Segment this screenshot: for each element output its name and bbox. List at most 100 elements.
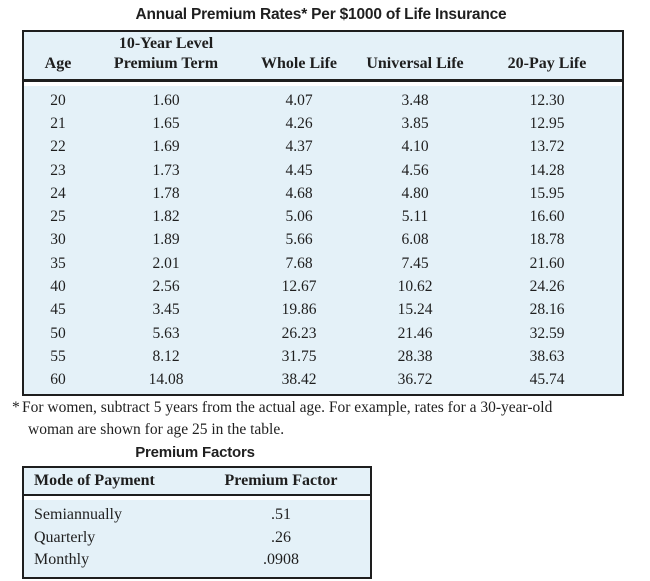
footnote-marker: * xyxy=(12,399,20,416)
footnote-line2: woman are shown for age 25 in the table. xyxy=(28,421,285,438)
table-cell: 55 xyxy=(50,347,66,365)
table-row: 55 8.12 31.75 28.38 38.63 xyxy=(24,345,622,368)
table-cell: 24.26 xyxy=(529,278,565,296)
table-cell: 15.95 xyxy=(529,184,565,202)
factors-table-body: Semiannually .51 Quarterly .26 Monthly .0908 xyxy=(24,500,370,577)
table-cell: 4.07 xyxy=(285,91,313,109)
column-header-premium-term-line1: 10-Year Level xyxy=(118,35,214,52)
table-cell: 2.56 xyxy=(152,278,180,296)
rates-table-title: Annual Premium Rates* Per $1000 of Life … xyxy=(135,6,507,23)
table-cell: 1.78 xyxy=(152,184,180,202)
table-row: 22 1.69 4.37 4.10 13.72 xyxy=(24,136,622,159)
column-header-20-pay-life: 20-Pay Life xyxy=(507,55,587,72)
table-cell: 4.37 xyxy=(285,138,313,156)
table-cell: 13.72 xyxy=(529,138,565,156)
column-header-premium-term: 10-Year Level Premium Term xyxy=(92,34,240,79)
table-cell: 22 xyxy=(50,138,66,156)
table-row: 40 2.56 12.67 10.62 24.26 xyxy=(24,275,622,298)
table-cell: 6.08 xyxy=(401,231,429,249)
table-cell: 26.23 xyxy=(281,324,317,342)
table-row: Semiannually .51 xyxy=(24,504,370,527)
table-cell: 60 xyxy=(50,371,66,389)
table-cell: .26 xyxy=(271,528,291,546)
table-cell: 5.06 xyxy=(285,208,313,226)
table-cell: Semiannually xyxy=(34,506,122,524)
table-cell: 3.85 xyxy=(401,114,429,132)
table-row: 50 5.63 26.23 21.46 32.59 xyxy=(24,322,622,345)
table-cell: 15.24 xyxy=(397,301,433,319)
table-cell: 4.68 xyxy=(285,184,313,202)
table-cell: 5.63 xyxy=(152,324,180,342)
table-cell: 12.67 xyxy=(281,278,317,296)
table-cell: 8.12 xyxy=(152,347,180,365)
table-cell: Monthly xyxy=(34,551,90,569)
column-header-premium-term-line2: Premium Term xyxy=(113,55,219,72)
factors-table-title: Premium Factors xyxy=(135,444,255,461)
table-cell: .0908 xyxy=(263,551,299,569)
table-cell: 40 xyxy=(50,278,66,296)
column-header-age: Age xyxy=(44,55,72,72)
table-row: 45 3.45 19.86 15.24 28.16 xyxy=(24,299,622,322)
table-row: 24 1.78 4.68 4.80 15.95 xyxy=(24,182,622,205)
table-row: 25 1.82 5.06 5.11 16.60 xyxy=(24,205,622,228)
table-row: Monthly .0908 xyxy=(24,549,370,572)
column-header-whole-life: Whole Life xyxy=(261,55,337,72)
table-cell: 36.72 xyxy=(397,371,433,389)
table-cell: 19.86 xyxy=(281,301,317,319)
table-cell: 21.60 xyxy=(529,254,565,272)
table-cell: 7.68 xyxy=(285,254,313,272)
table-cell: 4.80 xyxy=(401,184,429,202)
table-row: 20 1.60 4.07 3.48 12.30 xyxy=(24,89,622,112)
table-cell: 1.60 xyxy=(152,91,180,109)
table-cell: 5.11 xyxy=(401,208,429,226)
table-cell: 12.30 xyxy=(529,91,565,109)
table-row: 60 14.08 38.42 36.72 45.74 xyxy=(24,369,622,392)
table-cell: 3.48 xyxy=(401,91,429,109)
table-cell: 28.16 xyxy=(529,301,565,319)
table-cell: 23 xyxy=(50,161,66,179)
table-cell: 18.78 xyxy=(529,231,565,249)
footnote: * For women, subtract 5 years from the a… xyxy=(12,397,627,441)
table-cell: 30 xyxy=(50,231,66,249)
table-cell: 1.69 xyxy=(152,138,180,156)
rates-table-body: 20 1.60 4.07 3.48 12.30 21 1.65 4.26 3.85 12.95 22… xyxy=(24,86,622,394)
column-header-premium-factor: Premium Factor xyxy=(224,472,338,489)
table-cell: 45 xyxy=(50,301,66,319)
table-cell: 25 xyxy=(50,208,66,226)
table-cell: 21.46 xyxy=(397,324,433,342)
table-cell: .51 xyxy=(271,506,291,524)
table-row: 21 1.65 4.26 3.85 12.95 xyxy=(24,112,622,135)
table-cell: 3.45 xyxy=(152,301,180,319)
table-cell: 45.74 xyxy=(529,371,565,389)
table-cell: 14.28 xyxy=(529,161,565,179)
table-cell: 5.66 xyxy=(285,231,313,249)
table-row: 30 1.89 5.66 6.08 18.78 xyxy=(24,229,622,252)
table-cell: 2.01 xyxy=(152,254,180,272)
column-header-mode-of-payment: Mode of Payment xyxy=(34,472,155,489)
table-cell: 1.73 xyxy=(152,161,180,179)
table-cell: 28.38 xyxy=(397,347,433,365)
table-cell: 1.65 xyxy=(152,114,180,132)
footnote-line1: For women, subtract 5 years from the act… xyxy=(22,399,553,416)
table-row: 35 2.01 7.68 7.45 21.60 xyxy=(24,252,622,275)
table-cell: 21 xyxy=(50,114,66,132)
table-cell: 10.62 xyxy=(397,278,433,296)
table-cell: 50 xyxy=(50,324,66,342)
factors-table-header: Mode of Payment Premium Factor xyxy=(24,468,370,496)
table-cell: 12.95 xyxy=(529,114,565,132)
column-header-universal-life: Universal Life xyxy=(366,55,464,72)
table-cell: 24 xyxy=(50,184,66,202)
table-cell: 38.63 xyxy=(529,347,565,365)
table-cell: 4.45 xyxy=(285,161,313,179)
table-cell: 16.60 xyxy=(529,208,565,226)
factors-table: Mode of Payment Premium Factor Semiannua… xyxy=(22,466,372,579)
rates-table-header: Age 10-Year Level Premium Term Whole Lif… xyxy=(24,32,622,82)
table-cell: 1.82 xyxy=(152,208,180,226)
table-cell: 38.42 xyxy=(281,371,317,389)
table-cell: 4.26 xyxy=(285,114,313,132)
table-row: 23 1.73 4.45 4.56 14.28 xyxy=(24,159,622,182)
table-cell: 4.56 xyxy=(401,161,429,179)
table-cell: 7.45 xyxy=(401,254,429,272)
table-cell: Quarterly xyxy=(34,528,96,546)
table-cell: 4.10 xyxy=(401,138,429,156)
